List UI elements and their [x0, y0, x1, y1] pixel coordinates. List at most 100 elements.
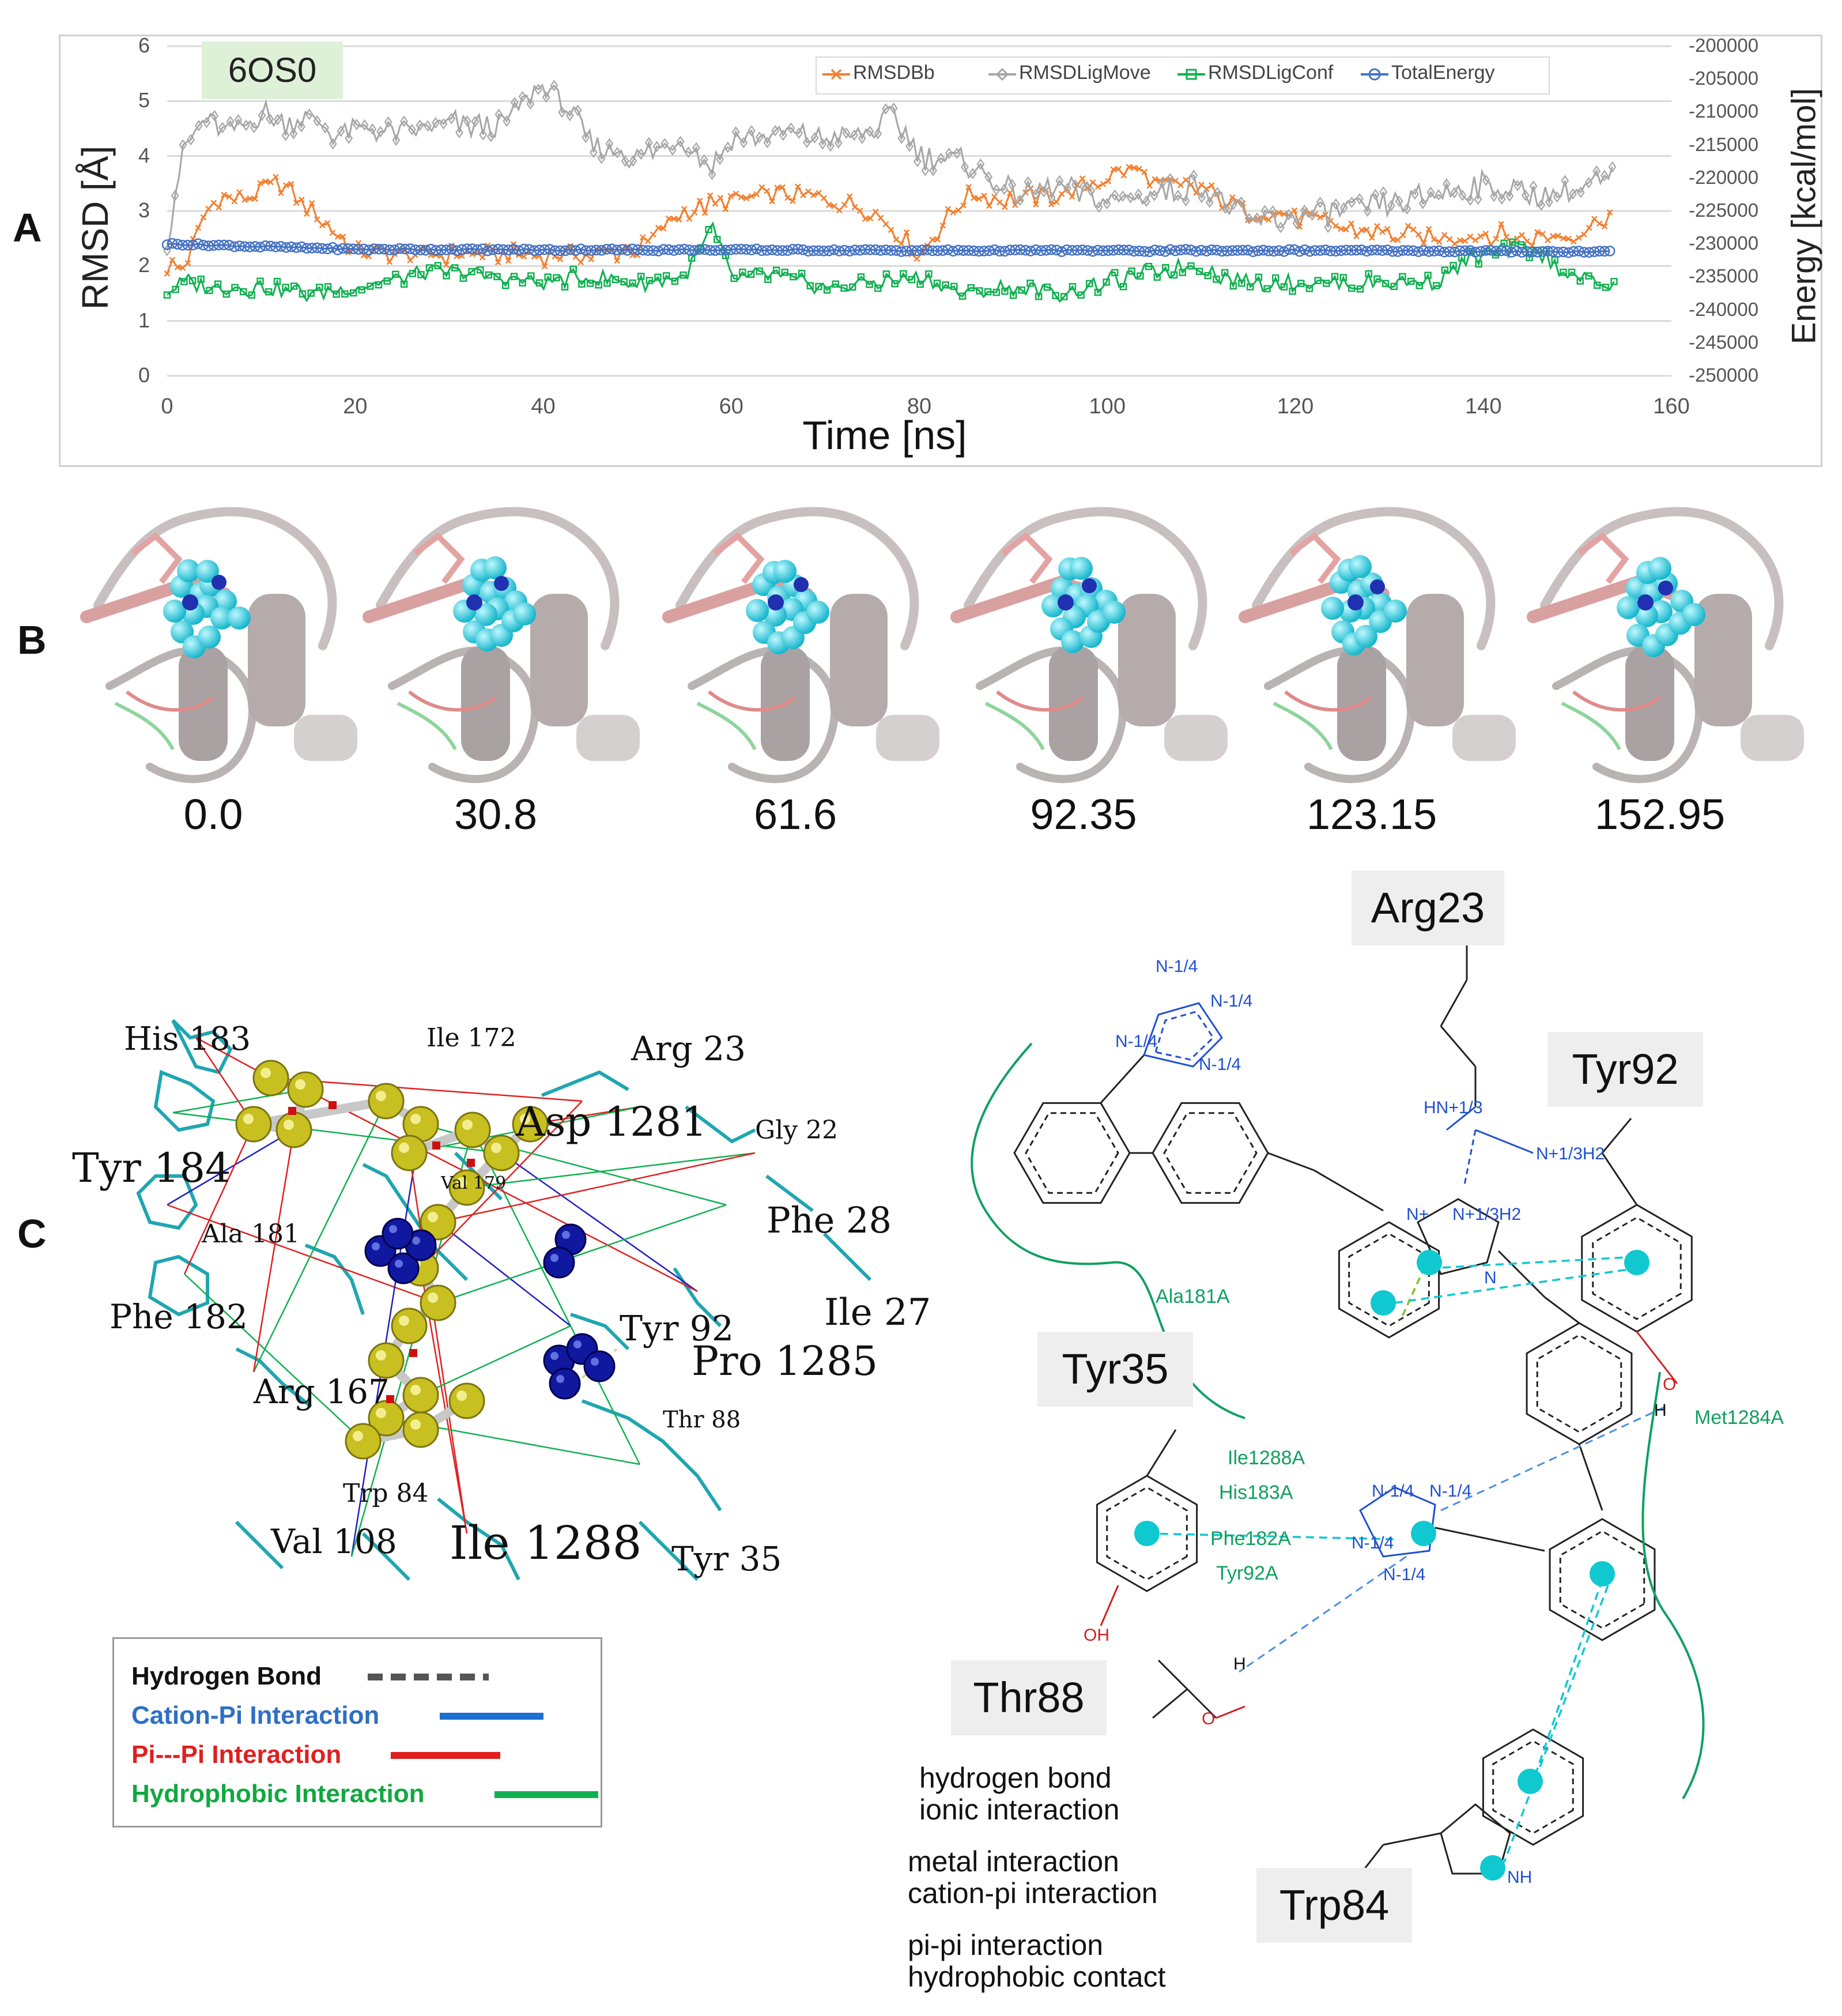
data-point [1458, 189, 1467, 201]
data-point [1183, 176, 1189, 183]
data-point [241, 197, 248, 204]
data-point [1576, 186, 1585, 198]
data-point [891, 280, 899, 288]
residue-wire [235, 1347, 312, 1408]
data-point [976, 158, 985, 170]
data-point [1497, 193, 1506, 205]
legend-label-totalenergy: TotalEnergy [1391, 62, 1495, 84]
y2-tick-label: -215000 [1689, 133, 1759, 155]
data-point [163, 291, 171, 299]
data-point [655, 224, 662, 231]
residue-label-3d: Arg 167 [254, 1372, 390, 1411]
ligand-atom [177, 559, 200, 582]
data-point [399, 243, 410, 255]
atom-highlight [410, 1385, 421, 1395]
data-point [383, 277, 391, 285]
atom-highlight [353, 1431, 363, 1441]
data-point [640, 234, 646, 240]
data-point [1363, 205, 1372, 217]
data-point [1047, 191, 1056, 204]
contact-label: Phe182A [1210, 1528, 1291, 1550]
data-point [1026, 280, 1034, 287]
data-point [1601, 223, 1608, 230]
data-point [510, 273, 518, 280]
data-point [439, 118, 448, 130]
panel-label-c: C [17, 1211, 47, 1256]
data-point [194, 120, 203, 131]
y2-tick-label: -240000 [1689, 298, 1759, 320]
atom-label: N-1/4 [1156, 957, 1198, 976]
data-point [373, 243, 385, 255]
atom-highlight [591, 1358, 599, 1366]
data-point [800, 192, 806, 198]
data-point [1010, 244, 1021, 255]
data-point [850, 129, 859, 141]
data-point [1066, 245, 1078, 256]
data-point [1180, 244, 1191, 255]
data-point [1317, 214, 1324, 221]
data-point [1506, 247, 1517, 258]
data-point [877, 214, 884, 221]
y-tick-label: 1 [138, 308, 150, 332]
residue-wire [685, 1105, 756, 1144]
data-point [1480, 245, 1492, 256]
data-point [1573, 246, 1584, 257]
atom-label: HN+1/3 [1424, 1098, 1483, 1117]
data-point [1119, 190, 1127, 202]
data-point [1058, 191, 1065, 197]
legend-label-2d: cation-pi interaction [908, 1877, 1158, 1909]
data-point [1271, 274, 1279, 282]
data-point [622, 245, 633, 256]
data-point [782, 245, 793, 256]
data-point [976, 195, 982, 202]
data-point [826, 140, 835, 152]
data-point [632, 244, 643, 255]
bond-accent [386, 1395, 394, 1403]
data-point [1092, 244, 1104, 256]
data-point [1280, 283, 1288, 291]
data-point [226, 115, 235, 127]
residue-label-3d: Val 179 [441, 1173, 507, 1193]
data-point [621, 155, 629, 167]
atom-label: H [1233, 1655, 1246, 1674]
data-point [1496, 245, 1507, 257]
data-point [451, 245, 462, 257]
data-point [699, 244, 711, 255]
data-point [1331, 273, 1339, 280]
data-point [761, 245, 772, 256]
series-line [166, 166, 1611, 274]
data-point [250, 122, 258, 134]
data-point [172, 285, 179, 293]
data-point [1160, 246, 1171, 257]
data-point [694, 244, 705, 255]
data-point [953, 244, 964, 256]
data-point [973, 246, 984, 257]
data-point [1291, 207, 1298, 214]
data-point [961, 161, 969, 173]
contact-label: Met1284A [1694, 1407, 1784, 1429]
legend-mark-rmsdbb [822, 69, 850, 80]
legend-label-2d: pi-pi interaction [908, 1929, 1104, 1961]
data-point [405, 243, 416, 254]
data-point [1379, 228, 1386, 235]
bond-accent [288, 1107, 296, 1115]
data-point [739, 268, 746, 276]
data-point [932, 245, 943, 257]
snapshot-time-label: 30.8 [454, 790, 538, 838]
data-point [1294, 246, 1305, 257]
data-point [764, 187, 771, 194]
data-point [764, 276, 772, 283]
atom-highlight [243, 1114, 254, 1124]
data-point [333, 290, 340, 298]
ligand-atom [746, 599, 769, 622]
data-point [658, 244, 669, 255]
data-point [1229, 194, 1236, 201]
data-point [1568, 246, 1579, 257]
data-point [704, 244, 716, 256]
data-point [933, 280, 941, 287]
ligand-atom [1321, 597, 1344, 620]
data-point [1086, 280, 1093, 288]
tetrazole-ring [1143, 1002, 1223, 1068]
data-point [927, 245, 938, 257]
data-point [270, 242, 281, 253]
